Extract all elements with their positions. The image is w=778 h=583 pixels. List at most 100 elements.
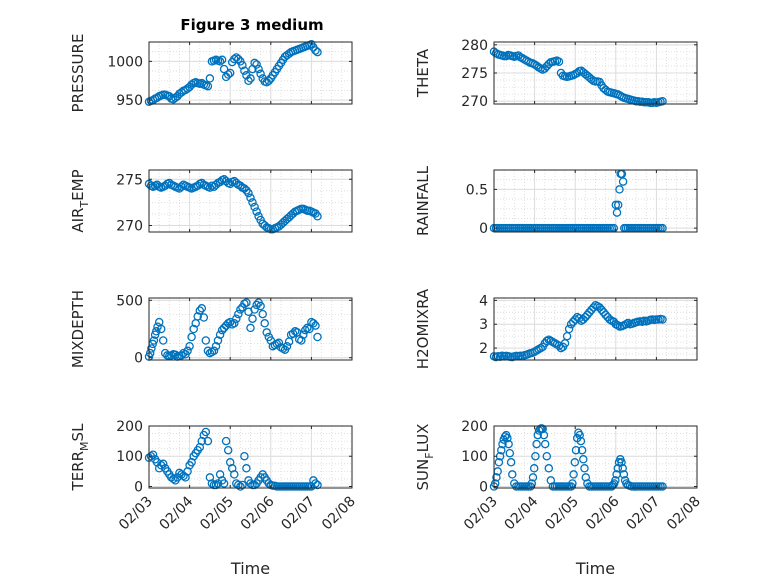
x-tick-label: 02/05 — [197, 494, 237, 534]
data-point — [236, 305, 245, 314]
axes-box — [148, 297, 353, 361]
data-point — [599, 308, 608, 317]
data-point — [585, 308, 594, 317]
data-point — [618, 464, 627, 473]
data-point — [219, 64, 229, 74]
data-point — [282, 341, 292, 351]
data-point — [242, 464, 251, 473]
data-point — [201, 427, 211, 437]
x-axis-label: Time — [575, 559, 615, 578]
data-point — [612, 208, 622, 217]
data-point — [581, 473, 591, 482]
data-point — [234, 480, 243, 490]
data-point — [505, 448, 515, 458]
x-tick-label: 02/07 — [278, 494, 318, 534]
y-tick-label: 100 — [461, 449, 488, 465]
x-tick-label: 02/06 — [238, 493, 278, 533]
data-point — [193, 312, 202, 321]
y-tick-label: 500 — [116, 293, 143, 309]
data-point — [260, 319, 269, 328]
data-point — [207, 479, 217, 488]
y-tick-label: 275 — [461, 66, 488, 82]
axes-box — [493, 297, 698, 361]
data-series — [144, 298, 322, 361]
data-point — [311, 479, 320, 488]
data-point — [576, 436, 586, 446]
x-tick-label: 02/08 — [664, 494, 704, 534]
data-point — [309, 319, 318, 328]
x-tick-label: 02/05 — [542, 494, 582, 534]
data-point — [608, 480, 618, 490]
data-point — [301, 325, 310, 335]
data-point — [187, 80, 196, 89]
data-point — [213, 336, 223, 345]
data-point — [223, 445, 233, 455]
y-tick-label: 100 — [116, 449, 143, 465]
data-point — [211, 480, 221, 490]
data-point — [527, 479, 537, 488]
data-point — [256, 301, 265, 311]
data-point — [238, 480, 247, 490]
data-point — [531, 451, 540, 461]
data-point — [250, 58, 259, 68]
data-point — [147, 344, 156, 353]
data-point — [217, 55, 227, 65]
axes-box — [148, 41, 353, 105]
data-point — [246, 323, 255, 333]
data-point — [311, 46, 320, 55]
data-point — [209, 346, 219, 356]
y-tick-label: 200 — [461, 419, 488, 435]
y-axis-label: AIRTEMP — [69, 169, 91, 232]
subplot-theta: 270 275 280 THETA — [414, 38, 698, 110]
subplot-sun-flux: 0 100 200 02/03 02/04 02/05 02/06 02/07 02/08 Tim… — [414, 419, 704, 578]
data-point — [203, 346, 213, 356]
data-point — [611, 476, 620, 485]
data-point — [571, 445, 581, 455]
data-point — [299, 330, 308, 339]
x-axis-label: Time — [230, 559, 270, 578]
subplot-terr-msl: 0 100 200 02/03 02/04 02/05 02/06 02/07 02/08 Tim… — [69, 419, 359, 578]
data-point — [264, 76, 274, 86]
y-axis-label: TERRMSL — [69, 423, 91, 492]
data-point — [313, 47, 322, 57]
y-tick-label: 275 — [116, 172, 143, 188]
data-point — [274, 338, 284, 348]
data-point — [568, 479, 577, 488]
data-point — [185, 341, 194, 351]
data-point — [494, 458, 504, 467]
data-point — [542, 451, 552, 461]
data-point — [570, 458, 580, 467]
y-tick-label: 200 — [116, 419, 143, 435]
data-point — [508, 470, 517, 479]
data-point — [256, 69, 265, 79]
data-point — [658, 315, 667, 324]
data-point — [248, 198, 257, 207]
y-tick-label: 2 — [479, 341, 488, 357]
data-point — [169, 474, 178, 484]
data-point — [575, 314, 584, 323]
figure-title: Figure 3 medium — [180, 16, 323, 34]
x-tick-label: 02/08 — [319, 494, 359, 534]
axes-box — [493, 425, 698, 489]
data-point — [288, 329, 298, 338]
y-axis-label: H2OMIXRA — [414, 288, 432, 369]
y-tick-label: 0 — [479, 221, 488, 237]
data-point — [230, 319, 239, 328]
data-point — [246, 479, 255, 488]
y-axis-label: PRESSURE — [69, 34, 87, 113]
data-point — [579, 315, 588, 324]
data-point — [313, 480, 322, 490]
x-tick-label: 02/03 — [461, 494, 501, 534]
data-point — [564, 324, 574, 334]
data-point — [197, 304, 207, 313]
y-tick-label: 280 — [461, 38, 488, 54]
subplot-mixdepth: 0 500 MIXDEPTH — [69, 290, 353, 368]
data-point — [225, 68, 235, 78]
data-point — [579, 455, 588, 464]
data-point — [504, 439, 513, 449]
data-point — [158, 459, 168, 469]
subplot-pressure: 950 1000 PRESSURE — [69, 34, 353, 113]
data-series — [144, 427, 322, 491]
